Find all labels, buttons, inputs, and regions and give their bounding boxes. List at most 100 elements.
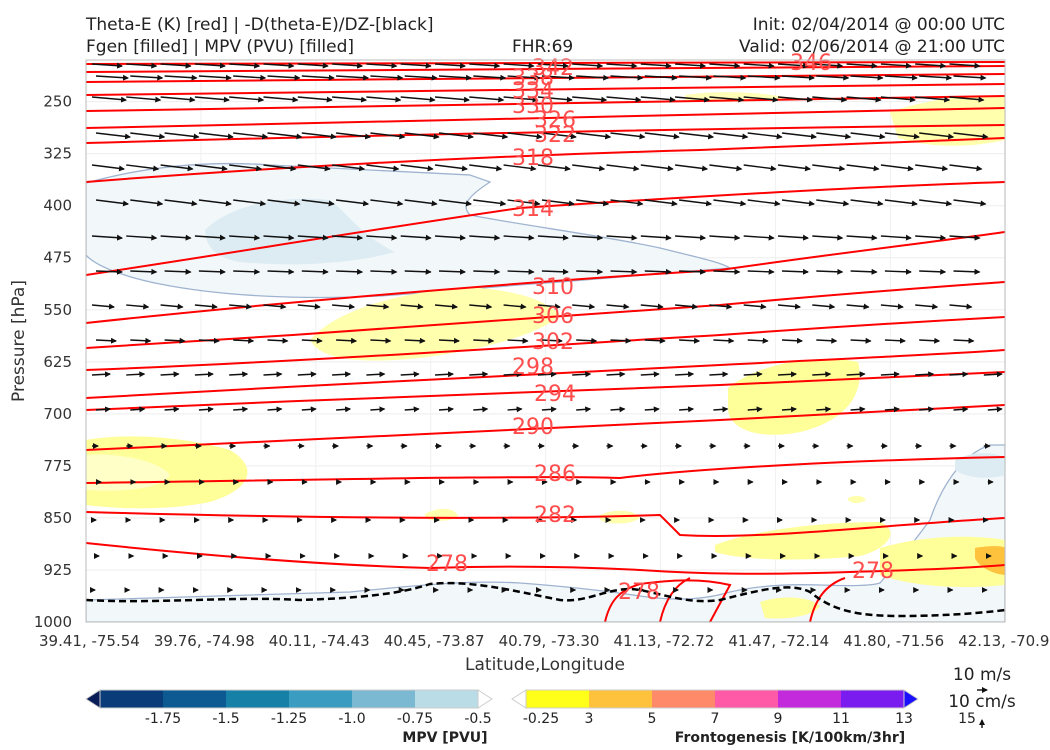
wind-vector	[469, 164, 503, 172]
wind-vector	[370, 132, 406, 140]
wind-vector	[267, 74, 301, 81]
wind-vector	[400, 62, 432, 69]
wind-vector	[640, 164, 674, 172]
fgen-region-7	[880, 536, 1005, 588]
wind-vector	[537, 164, 571, 172]
wind-vector	[263, 62, 295, 69]
wind-vector	[781, 337, 803, 344]
wind-vector	[267, 199, 301, 207]
wind-vector	[130, 132, 166, 140]
wind-vector	[229, 164, 263, 172]
wind-vector	[198, 132, 234, 140]
wind-vector	[194, 303, 218, 310]
wind-vector	[336, 268, 364, 275]
wind-vector	[95, 406, 111, 413]
wind-vector	[91, 371, 111, 378]
wind-vector	[503, 371, 523, 378]
wind-vector	[949, 371, 969, 378]
wind-vector	[915, 234, 947, 241]
wind-vector	[747, 199, 781, 207]
wind-vector	[233, 199, 267, 207]
wind-vector	[301, 132, 337, 140]
wind-vector	[572, 164, 606, 172]
wind-vector	[130, 199, 164, 207]
wind-vector	[332, 164, 366, 172]
colorbar-tick-label: 7	[711, 711, 720, 727]
wind-vector	[370, 74, 404, 81]
wind-vector	[507, 406, 523, 413]
wind-vector	[194, 96, 230, 103]
wind-vector	[297, 96, 333, 103]
wind-vector	[644, 337, 666, 344]
theta-e-line	[86, 137, 1005, 183]
colorbar-swatch	[415, 690, 479, 708]
wind-vector	[640, 234, 672, 241]
wind-vector	[263, 164, 297, 172]
wind-vector	[709, 164, 743, 172]
wind-vector	[747, 132, 783, 140]
wind-ref-vertical: 10 cm/s	[948, 692, 1016, 712]
wind-vector	[370, 337, 392, 344]
wind-vector	[949, 303, 973, 310]
wind-vector	[126, 303, 150, 310]
theta-e-label: 330	[512, 94, 554, 119]
wind-vector	[884, 268, 912, 275]
wind-vector	[332, 96, 368, 103]
wind-vector	[713, 268, 741, 275]
wind-vector	[880, 371, 900, 378]
wind-vector	[473, 199, 507, 207]
x-tick-label: 40.11, -74.43	[269, 632, 370, 650]
wind-vector	[233, 132, 269, 140]
wind-vector	[503, 303, 527, 310]
wind-ref-horizontal: 10 m/s	[953, 665, 1011, 685]
colorbar-tick-label: -0.5	[464, 711, 491, 727]
wind-vector	[709, 303, 733, 310]
wind-vector	[537, 96, 573, 103]
wind-vector	[781, 406, 797, 413]
wind-vector	[95, 74, 129, 81]
colorbar-swatch	[226, 690, 290, 708]
title-line-1: Theta-E (K) [red] | -D(theta-E)/DZ-[blac…	[86, 15, 434, 35]
wind-vector	[160, 371, 180, 378]
wind-vector	[846, 164, 880, 172]
wind-vector	[610, 199, 644, 207]
wind-vector	[404, 337, 426, 344]
fgen-region-7-core	[975, 546, 1005, 575]
wind-vector	[91, 62, 123, 69]
wind-vector	[469, 62, 501, 69]
wind-vector	[400, 303, 424, 310]
wind-vector	[743, 234, 775, 241]
wind-vectors	[90, 62, 1003, 593]
wind-vector	[644, 406, 660, 413]
wind-vector	[130, 268, 158, 275]
wind-vector	[404, 268, 432, 275]
wind-vector	[233, 337, 255, 344]
wind-vector	[709, 96, 745, 103]
wind-vector	[816, 268, 844, 275]
colorbar-extend-low	[85, 689, 101, 709]
wind-vector	[370, 406, 386, 413]
theta-e-line	[86, 65, 1005, 73]
wind-vector	[126, 164, 160, 172]
wind-vector	[572, 96, 608, 103]
fgen-colorbar-title: Frontogenesis [K/100km/3hr]	[675, 730, 905, 746]
wind-vector	[366, 234, 398, 241]
wind-vector	[640, 371, 660, 378]
wind-vector	[301, 268, 329, 275]
wind-vector	[469, 234, 501, 241]
wind-vector	[915, 62, 947, 69]
wind-vector	[572, 303, 596, 310]
wind-vector	[781, 132, 817, 140]
wind-vector	[541, 337, 563, 344]
wind-vector	[130, 74, 164, 81]
wind-vector	[743, 303, 767, 310]
y-tick-label: 700	[43, 405, 72, 423]
colorbar-swatch	[589, 690, 653, 708]
wind-vector	[194, 371, 214, 378]
wind-vector	[198, 337, 220, 344]
colorbar-tick-label: -1.75	[145, 711, 181, 727]
colorbar-swatch	[163, 690, 227, 708]
wind-vector	[606, 303, 630, 310]
wind-vector	[777, 62, 809, 69]
wind-vector	[983, 371, 1003, 378]
